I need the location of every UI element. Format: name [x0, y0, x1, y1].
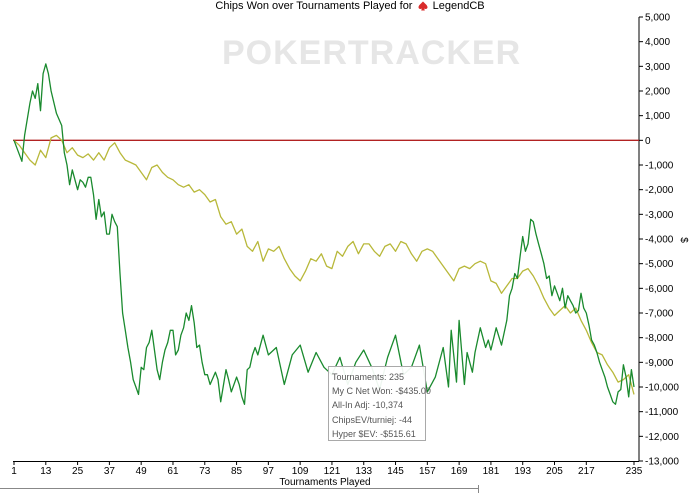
x-tick-label: 169 [451, 466, 468, 477]
x-tick-label: 73 [199, 466, 211, 477]
y-tick-label: -8,000 [645, 333, 674, 344]
watermark-text: POKERTRACKER [222, 34, 521, 72]
x-tick-label: 235 [626, 466, 643, 477]
scrollbar-track [0, 488, 478, 489]
chart-title: Chips Won over Tournaments Played for Le… [0, 0, 700, 14]
x-tick-label: 49 [136, 466, 148, 477]
y-tick-label: -6,000 [645, 284, 674, 295]
y-tick-label: -13,000 [645, 457, 679, 468]
x-tick-label: 193 [514, 466, 531, 477]
y-tick-label: -12,000 [645, 432, 679, 443]
poker-spade-icon [418, 1, 428, 11]
y-tick-label: -4,000 [645, 235, 674, 246]
x-tick-label: 181 [483, 466, 500, 477]
x-axis-label: Tournaments Played [279, 477, 370, 488]
series-line-yellow [13, 134, 635, 395]
scrollbar-end [478, 485, 479, 493]
y-tick-label: 4,000 [645, 37, 670, 48]
x-tick-label: 109 [292, 466, 309, 477]
x-tick-label: 97 [263, 466, 275, 477]
tooltip-allin-adj: All-In Adj: -10,374 [332, 400, 404, 411]
y-tick-label: 0 [645, 136, 651, 147]
y-tick-label: 2,000 [645, 87, 670, 98]
chart-title-text: Chips Won over Tournaments Played for [215, 0, 413, 12]
x-tick-label: 157 [419, 466, 436, 477]
y-tick-label: -9,000 [645, 358, 674, 369]
y-tick-label: 3,000 [645, 62, 670, 73]
x-tick-label: 145 [387, 466, 404, 477]
y-tick-label: -11,000 [645, 407, 679, 418]
y-axis-label: $ [678, 237, 689, 243]
x-tick-label: 217 [578, 466, 595, 477]
series-layer [13, 63, 635, 405]
x-tick-label: 25 [72, 466, 84, 477]
y-tick-label: 5,000 [645, 13, 670, 24]
y-tick-label: -2,000 [645, 185, 674, 196]
hover-tooltip: Tournaments: 235 My C Net Won: -$435.00 … [328, 366, 431, 441]
y-tick-label: -1,000 [645, 161, 674, 172]
x-tick-label: 205 [546, 466, 563, 477]
y-tick-label: -7,000 [645, 309, 674, 320]
x-tick-label: 121 [324, 466, 341, 477]
y-tick-label: -10,000 [645, 383, 679, 394]
tooltip-tournaments: Tournaments: 235 [332, 372, 405, 382]
player-name: LegendCB [432, 0, 485, 12]
tooltip-net-won: My C Net Won: -$435.00 [332, 386, 431, 397]
tooltip-hyper-sev: Hyper $EV: -$515.61 [332, 428, 416, 439]
watermark: POKERTRACKER [222, 34, 521, 72]
y-tick-label: -3,000 [645, 210, 674, 221]
y-axis: 5,000 4,000 3,000 2,000 1,000 0 -1,000 -2,000 -3… [639, 13, 679, 468]
series-line-green [13, 63, 635, 405]
x-tick-label: 1 [11, 466, 17, 477]
x-tick-label: 85 [231, 466, 243, 477]
x-tick-label: 61 [167, 466, 179, 477]
x-tick-label: 37 [104, 466, 116, 477]
x-axis: 1 13 25 37 49 61 73 85 97 109 121 133 145 157 169 181 19… [11, 461, 643, 477]
y-tick-label: -5,000 [645, 259, 674, 270]
x-tick-label: 133 [355, 466, 372, 477]
tooltip-chips-ev: ChipsEV/turniej: -44 [332, 414, 413, 425]
x-tick-label: 13 [40, 466, 52, 477]
y-tick-label: 1,000 [645, 111, 670, 122]
